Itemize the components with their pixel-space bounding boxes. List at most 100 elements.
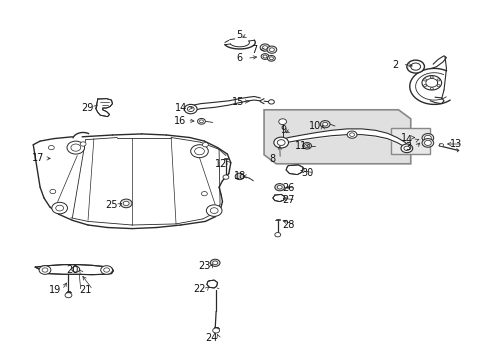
Circle shape: [223, 175, 228, 179]
Circle shape: [235, 173, 244, 180]
Circle shape: [262, 46, 267, 49]
Circle shape: [56, 205, 63, 211]
Polygon shape: [206, 280, 217, 288]
Circle shape: [278, 119, 286, 125]
Text: 10: 10: [308, 121, 321, 131]
Text: 17: 17: [32, 153, 44, 163]
Circle shape: [424, 140, 430, 145]
Circle shape: [429, 76, 432, 78]
Circle shape: [267, 55, 275, 61]
Text: 19: 19: [48, 285, 61, 295]
Circle shape: [184, 104, 197, 114]
Circle shape: [50, 189, 56, 194]
Text: 2: 2: [391, 60, 397, 70]
Circle shape: [410, 63, 420, 70]
Text: 9: 9: [280, 125, 286, 135]
Circle shape: [268, 100, 274, 104]
Circle shape: [101, 266, 112, 274]
Text: 13: 13: [448, 139, 461, 149]
Circle shape: [304, 144, 309, 148]
Text: 21: 21: [79, 285, 92, 295]
Circle shape: [274, 233, 280, 237]
Circle shape: [120, 199, 132, 208]
Text: 14: 14: [174, 103, 187, 113]
Circle shape: [201, 192, 207, 196]
Polygon shape: [264, 110, 410, 164]
Circle shape: [260, 44, 269, 51]
Circle shape: [48, 145, 54, 150]
Text: 18: 18: [233, 171, 245, 181]
Circle shape: [436, 79, 439, 81]
Circle shape: [424, 135, 430, 140]
Text: 8: 8: [269, 154, 275, 164]
Circle shape: [263, 55, 266, 58]
Circle shape: [423, 85, 426, 87]
Circle shape: [322, 122, 327, 126]
Circle shape: [72, 266, 80, 272]
Text: 11: 11: [294, 141, 306, 151]
Text: 25: 25: [105, 200, 118, 210]
Circle shape: [320, 121, 329, 128]
Circle shape: [194, 148, 204, 155]
Text: 24: 24: [204, 333, 217, 343]
Circle shape: [423, 79, 426, 81]
Polygon shape: [35, 265, 113, 275]
Circle shape: [65, 293, 72, 298]
Circle shape: [39, 266, 51, 274]
Text: 5: 5: [236, 30, 242, 40]
Circle shape: [403, 146, 409, 150]
Text: 30: 30: [300, 168, 313, 178]
Circle shape: [210, 208, 218, 213]
Circle shape: [277, 185, 282, 189]
Circle shape: [436, 85, 439, 87]
Text: 29: 29: [81, 103, 93, 113]
Text: 22: 22: [193, 284, 205, 294]
Text: 1: 1: [400, 132, 406, 143]
Circle shape: [67, 141, 84, 154]
Circle shape: [123, 201, 129, 206]
Text: 6: 6: [236, 53, 242, 63]
Circle shape: [429, 87, 432, 90]
Circle shape: [80, 142, 86, 146]
Text: 23: 23: [198, 261, 210, 271]
Text: 28: 28: [282, 220, 294, 230]
Text: 15: 15: [232, 96, 244, 107]
Circle shape: [103, 268, 109, 272]
Circle shape: [210, 259, 220, 266]
Text: 26: 26: [282, 183, 294, 193]
Circle shape: [400, 144, 412, 153]
Circle shape: [274, 184, 284, 191]
Polygon shape: [96, 99, 112, 117]
Text: 16: 16: [173, 116, 186, 126]
Circle shape: [190, 145, 208, 158]
Circle shape: [202, 143, 208, 147]
Circle shape: [421, 139, 433, 147]
Circle shape: [269, 48, 274, 51]
Circle shape: [277, 140, 285, 145]
Circle shape: [42, 268, 48, 272]
Text: 3: 3: [405, 142, 411, 152]
Circle shape: [349, 133, 354, 136]
Circle shape: [346, 131, 356, 138]
Circle shape: [269, 57, 273, 60]
Polygon shape: [272, 194, 284, 202]
Circle shape: [421, 134, 433, 142]
Polygon shape: [285, 165, 303, 175]
Circle shape: [71, 144, 81, 151]
Circle shape: [212, 261, 217, 265]
Circle shape: [302, 143, 311, 149]
Circle shape: [439, 144, 443, 147]
Circle shape: [197, 118, 205, 124]
Circle shape: [212, 328, 219, 333]
Bar: [390, 128, 429, 154]
Text: 27: 27: [282, 195, 294, 205]
Circle shape: [187, 107, 194, 112]
Circle shape: [273, 137, 288, 148]
Circle shape: [266, 46, 276, 53]
Text: 20: 20: [66, 265, 79, 275]
Circle shape: [261, 54, 268, 59]
Text: 4: 4: [405, 135, 411, 145]
Circle shape: [52, 202, 67, 214]
Circle shape: [199, 120, 203, 123]
Circle shape: [206, 205, 222, 216]
